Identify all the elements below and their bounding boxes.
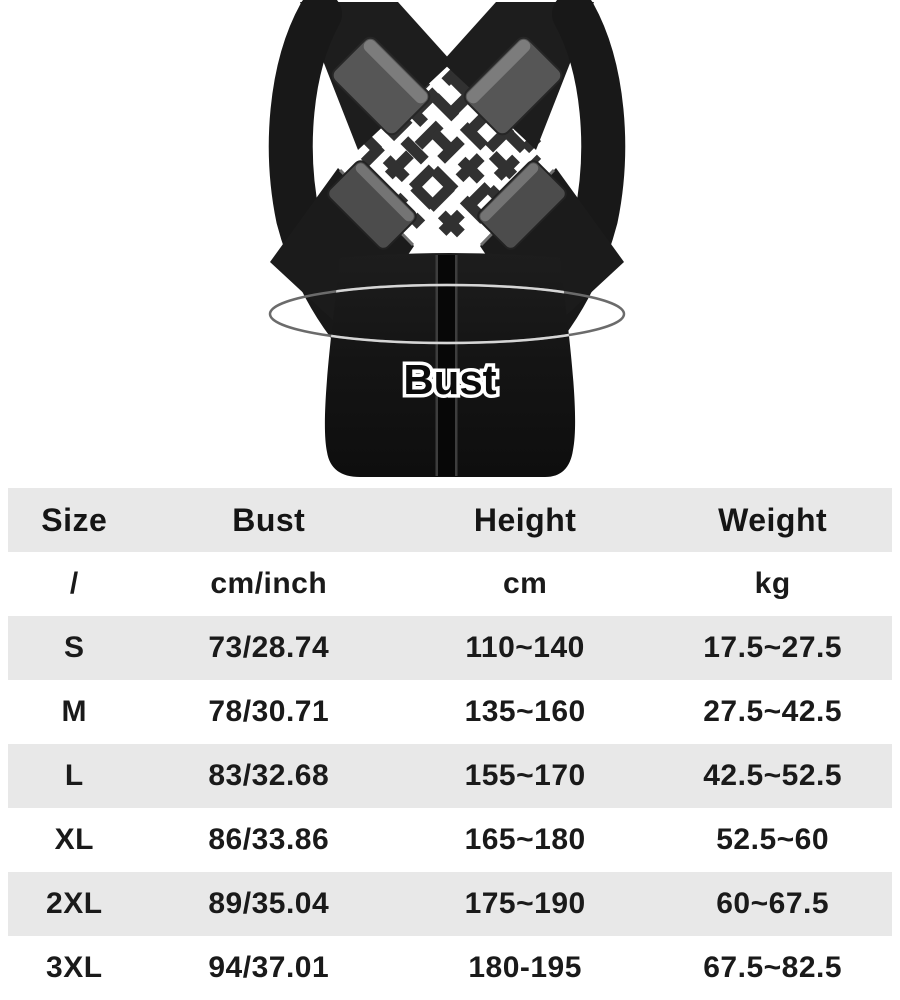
table-units-row: / cm/inch cm kg (8, 552, 892, 616)
table-header-row: Size Bust Height Weight (8, 488, 892, 552)
unit-bust: cm/inch (210, 567, 328, 600)
bust-value: 86/33.86 (208, 823, 330, 856)
unit-size: / (69, 567, 79, 600)
size-chart-table: Size Bust Height Weight / cm/inch cm kg … (8, 488, 892, 1000)
bust-value: 78/30.71 (208, 695, 330, 728)
column-header-size: Size (41, 501, 108, 538)
height-value: 135~160 (464, 695, 586, 728)
height-value: 175~190 (464, 887, 586, 920)
unit-height: cm (502, 567, 548, 600)
weight-value: 42.5~52.5 (703, 759, 843, 792)
height-value: 165~180 (464, 823, 586, 856)
table-row: XL 86/33.86 165~180 52.5~60 (8, 808, 892, 872)
size-value: 3XL (46, 951, 103, 984)
column-header-height: Height (473, 501, 577, 538)
table-row: S 73/28.74 110~140 17.5~27.5 (8, 616, 892, 680)
height-value: 110~140 (465, 631, 585, 664)
bust-measure-ellipse-icon (268, 283, 626, 345)
table-row: M 78/30.71 135~160 27.5~42.5 (8, 680, 892, 744)
size-value: S (64, 631, 85, 664)
bust-value: 89/35.04 (208, 887, 330, 920)
size-value: L (64, 759, 84, 792)
height-value: 155~170 (464, 759, 586, 792)
bust-value: 83/32.68 (208, 759, 330, 792)
bust-value: 94/37.01 (208, 951, 330, 984)
posture-corrector-drawing: Bust (268, 0, 900, 477)
weight-value: 52.5~60 (716, 823, 830, 856)
weight-value: 27.5~42.5 (703, 695, 843, 728)
table-row: 2XL 89/35.04 175~190 60~67.5 (8, 872, 892, 936)
table-row: 3XL 94/37.01 180-195 67.5~82.5 (8, 936, 892, 1000)
bust-label: Bust (403, 356, 496, 403)
vest-body-icon (324, 253, 576, 477)
weight-value: 60~67.5 (716, 887, 830, 920)
column-header-weight: Weight (718, 501, 828, 538)
size-value: 2XL (46, 887, 103, 920)
column-header-bust: Bust (232, 501, 306, 538)
height-value: 180-195 (468, 951, 582, 984)
size-value: XL (54, 823, 94, 856)
weight-value: 17.5~27.5 (703, 631, 843, 664)
weight-value: 67.5~82.5 (703, 951, 843, 984)
size-value: M (61, 695, 88, 728)
unit-weight: kg (754, 567, 791, 600)
product-illustration: Bust (0, 0, 900, 488)
bust-value: 73/28.74 (208, 631, 330, 664)
table-row: L 83/32.68 155~170 42.5~52.5 (8, 744, 892, 808)
